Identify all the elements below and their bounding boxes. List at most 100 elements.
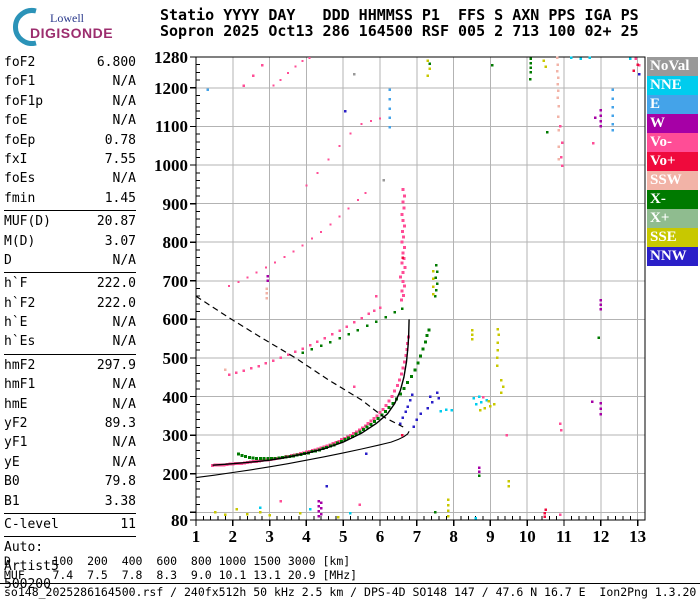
datapoint-second-order-O-spread [401,270,405,274]
datapoint-noise-x-minus [529,57,533,60]
datapoint-F-trace-X-mode [384,410,388,414]
datapoint-F-trace-O-mode [375,414,379,418]
datapoint-noise-vo-plus [632,69,636,72]
datapoint-noise-nnw [401,416,405,420]
datapoint-noise-x-minus [597,336,601,340]
datapoint-second-order-X [400,307,404,310]
datapoint-F-trace-X-mode [376,417,380,421]
datapoint-noise-sse [502,385,505,389]
datapoint-noise-nnw [364,452,368,455]
param-value: 79.8 [104,474,136,490]
datapoint-noise-w [319,507,323,510]
param-label: foF1 [4,74,36,90]
datapoint-noise-e [206,88,210,92]
auto-line: Auto: [4,540,44,556]
datapoint-second-order-O-spread [402,284,406,288]
datapoint-F-trace-O-mode [352,432,356,436]
datapoint-second-order-X-spread [435,288,438,292]
datapoint-F-trace-X-mode [244,455,248,459]
datapoint-noise-x-minus [491,64,494,67]
datapoint-noise-ssw [556,70,559,73]
datapoint-F-trace-O-mode [398,378,402,382]
datapoint-second-order-O [330,333,334,336]
datapoint-noise-ssw [557,145,560,148]
datapoint-F-trace-X-mode [354,432,358,436]
datapoint-noise-vo-minus [560,141,564,144]
datapoint-second-order-O [316,340,319,343]
x-axis-label: 2 [228,527,238,546]
datapoint-noise-w [317,504,320,508]
datapoint-noise-nnw [426,406,430,410]
datapoint-F-trace-O-mode [401,366,405,370]
legend-item-w: W [647,114,698,133]
datapoint-noise-ssw [557,157,561,161]
legend-item-noval: NoVal [647,57,698,76]
param-row: foF2 6.800 [4,53,136,72]
datapoint-second-order-X-spread [435,282,439,286]
datapoint-noise-sse [235,507,239,511]
param-label: B1 [4,493,20,509]
datapoint-noise-vo-minus [358,503,362,506]
legend-item-x+: X+ [647,209,698,228]
x-axis-label: 5 [338,527,348,546]
datapoint-second-order-O-spread [401,188,405,192]
param-value: 297.9 [96,357,136,373]
datapoint-second-order-O [345,325,349,328]
datapoint-noise-w [319,512,323,516]
datapoint-fourth-order-O [316,171,319,174]
datapoint-noise-x-minus [529,71,533,74]
datapoint-fourth-order-O [327,158,330,161]
datapoint-F-trace-X-mode [423,340,427,344]
datapoint-noise-sse [542,59,546,63]
param-row: h`E N/A [4,313,136,332]
datapoint-F-trace-X-mode [365,425,369,429]
param-row: hmF2 297.9 [4,356,136,375]
datapoint-noise-vo-minus [560,164,564,168]
datapoint-noise-w [317,514,320,518]
datapoint-second-order-O-spread [402,206,406,210]
datapoint-second-order-O [353,321,356,324]
param-label: D [4,252,12,268]
param-label: MUF(D) [4,214,51,230]
param-row: h`F2 222.0 [4,294,136,313]
datapoint-F-trace-O-mode [325,444,329,448]
param-label: hmF1 [4,377,36,393]
datapoint-noise-ssw [556,115,560,119]
datapoint-second-order-O [235,371,238,375]
datapoint-F-trace-O-mode [304,450,308,454]
status-color-legend: NoVal NNE E W Vo- Vo+ SSW X- X+ SSE NNW [647,57,698,266]
param-value: N/A [112,435,136,451]
datapoint-F-trace-O-mode [404,354,408,358]
datapoint-second-order-O [367,312,371,316]
datapoint-F-trace-O-mode [319,446,323,450]
left-panel: foF2 6.800 foF1 N/A foF1p N/A foE N/A foEp 0.78 fx… [4,52,136,595]
datapoint-second-order-X [338,337,341,340]
datapoint-third-order-O [255,271,258,274]
datapoint-F-trace-O-mode [403,360,407,364]
datapoint-noise-x-minus [433,511,437,514]
datapoint-noise-sse [496,327,500,331]
datapoint-noise-w [478,470,481,474]
datapoint-noise-sse [470,333,474,337]
header-line1: Statio YYYY DAY DDD HHMMSS P1 FFS S AXN … [160,6,639,24]
datapoint-noise-nne [478,395,481,398]
param-group: C-level 11 [4,512,136,536]
datapoint-second-order-X-spread [433,294,437,298]
param-value: N/A [112,454,136,470]
datapoint-F-trace-X-mode [251,456,255,460]
datapoint-noise-nne [450,409,454,412]
param-row: yF1 N/A [4,433,136,452]
datapoint-noise-nnw [411,393,414,397]
param-label: M(D) [4,233,36,249]
datapoint-second-order-O-spread [400,212,404,216]
param-value: 222.0 [96,276,136,292]
datapoint-noise-x-minus [528,78,532,81]
datapoint-F-trace-O-mode [390,395,394,399]
y-axis-label: 500 [162,348,189,368]
param-label: h`E [4,315,28,331]
datapoint-noise-sse [426,59,430,63]
datapoint-second-order-O-spread [400,229,404,233]
datapoint-noise-e [388,107,392,110]
datapoint-third-order-O [274,261,277,264]
legend-item-x-: X- [647,190,698,209]
